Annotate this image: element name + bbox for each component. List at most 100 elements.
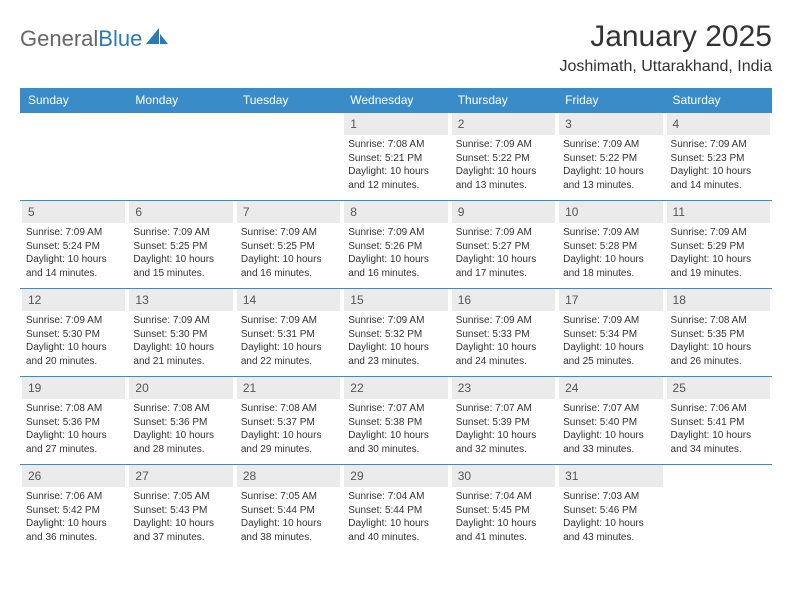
weekday-header: Monday — [127, 88, 234, 113]
weekday-header: Thursday — [450, 88, 557, 113]
weekday-row: Sunday Monday Tuesday Wednesday Thursday… — [20, 88, 772, 113]
daylight-text: Daylight: 10 hours and 15 minutes. — [133, 253, 228, 280]
sunrise-text: Sunrise: 7:09 AM — [456, 226, 551, 240]
day-number: 13 — [129, 289, 232, 311]
sunset-text: Sunset: 5:39 PM — [456, 416, 551, 430]
day-cell: 7Sunrise: 7:09 AMSunset: 5:25 PMDaylight… — [235, 201, 342, 289]
day-cell: 16Sunrise: 7:09 AMSunset: 5:33 PMDayligh… — [450, 289, 557, 377]
sunrise-text: Sunrise: 7:04 AM — [456, 490, 551, 504]
sunset-text: Sunset: 5:25 PM — [241, 240, 336, 254]
sunset-text: Sunset: 5:41 PM — [671, 416, 766, 430]
sunset-text: Sunset: 5:28 PM — [563, 240, 658, 254]
day-number: 22 — [344, 377, 447, 399]
sunrise-text: Sunrise: 7:09 AM — [348, 226, 443, 240]
sunrise-text: Sunrise: 7:08 AM — [241, 402, 336, 416]
day-number: 3 — [559, 113, 662, 135]
day-cell: 19Sunrise: 7:08 AMSunset: 5:36 PMDayligh… — [20, 377, 127, 465]
sunset-text: Sunset: 5:34 PM — [563, 328, 658, 342]
day-number: 19 — [22, 377, 125, 399]
daylight-text: Daylight: 10 hours and 26 minutes. — [671, 341, 766, 368]
day-number: 28 — [237, 465, 340, 487]
sunrise-text: Sunrise: 7:09 AM — [348, 314, 443, 328]
day-cell — [127, 113, 234, 201]
sunset-text: Sunset: 5:24 PM — [26, 240, 121, 254]
logo-text-blue: Blue — [98, 26, 142, 52]
day-cell — [235, 113, 342, 201]
sunset-text: Sunset: 5:30 PM — [26, 328, 121, 342]
sunset-text: Sunset: 5:22 PM — [563, 152, 658, 166]
sunset-text: Sunset: 5:36 PM — [26, 416, 121, 430]
sunset-text: Sunset: 5:38 PM — [348, 416, 443, 430]
sunrise-text: Sunrise: 7:08 AM — [133, 402, 228, 416]
sunset-text: Sunset: 5:36 PM — [133, 416, 228, 430]
day-details: Sunrise: 7:08 AMSunset: 5:35 PMDaylight:… — [667, 314, 770, 368]
sunrise-text: Sunrise: 7:05 AM — [133, 490, 228, 504]
sunset-text: Sunset: 5:43 PM — [133, 504, 228, 518]
week-row: 12Sunrise: 7:09 AMSunset: 5:30 PMDayligh… — [20, 289, 772, 377]
daylight-text: Daylight: 10 hours and 32 minutes. — [456, 429, 551, 456]
daylight-text: Daylight: 10 hours and 27 minutes. — [26, 429, 121, 456]
day-details: Sunrise: 7:09 AMSunset: 5:23 PMDaylight:… — [667, 138, 770, 192]
day-number: 15 — [344, 289, 447, 311]
day-number: 16 — [452, 289, 555, 311]
day-details: Sunrise: 7:09 AMSunset: 5:28 PMDaylight:… — [559, 226, 662, 280]
month-title: January 2025 — [559, 20, 772, 54]
sunrise-text: Sunrise: 7:09 AM — [563, 314, 658, 328]
daylight-text: Daylight: 10 hours and 34 minutes. — [671, 429, 766, 456]
day-cell: 13Sunrise: 7:09 AMSunset: 5:30 PMDayligh… — [127, 289, 234, 377]
sunrise-text: Sunrise: 7:06 AM — [26, 490, 121, 504]
day-number: 6 — [129, 201, 232, 223]
day-number: 18 — [667, 289, 770, 311]
day-details: Sunrise: 7:04 AMSunset: 5:45 PMDaylight:… — [452, 490, 555, 544]
day-cell — [20, 113, 127, 201]
sunrise-text: Sunrise: 7:04 AM — [348, 490, 443, 504]
day-details: Sunrise: 7:07 AMSunset: 5:40 PMDaylight:… — [559, 402, 662, 456]
day-number: 7 — [237, 201, 340, 223]
sunrise-text: Sunrise: 7:09 AM — [241, 314, 336, 328]
daylight-text: Daylight: 10 hours and 21 minutes. — [133, 341, 228, 368]
sunset-text: Sunset: 5:42 PM — [26, 504, 121, 518]
sunset-text: Sunset: 5:44 PM — [348, 504, 443, 518]
daylight-text: Daylight: 10 hours and 37 minutes. — [133, 517, 228, 544]
day-cell: 15Sunrise: 7:09 AMSunset: 5:32 PMDayligh… — [342, 289, 449, 377]
daylight-text: Daylight: 10 hours and 36 minutes. — [26, 517, 121, 544]
day-cell: 11Sunrise: 7:09 AMSunset: 5:29 PMDayligh… — [665, 201, 772, 289]
day-details: Sunrise: 7:06 AMSunset: 5:41 PMDaylight:… — [667, 402, 770, 456]
header: GeneralBlue January 2025 Joshimath, Utta… — [20, 20, 772, 76]
day-number: 9 — [452, 201, 555, 223]
daylight-text: Daylight: 10 hours and 38 minutes. — [241, 517, 336, 544]
sunrise-text: Sunrise: 7:03 AM — [563, 490, 658, 504]
daylight-text: Daylight: 10 hours and 16 minutes. — [348, 253, 443, 280]
day-details: Sunrise: 7:06 AMSunset: 5:42 PMDaylight:… — [22, 490, 125, 544]
day-cell: 21Sunrise: 7:08 AMSunset: 5:37 PMDayligh… — [235, 377, 342, 465]
sunrise-text: Sunrise: 7:09 AM — [671, 138, 766, 152]
daylight-text: Daylight: 10 hours and 14 minutes. — [671, 165, 766, 192]
day-cell: 29Sunrise: 7:04 AMSunset: 5:44 PMDayligh… — [342, 465, 449, 553]
day-cell: 5Sunrise: 7:09 AMSunset: 5:24 PMDaylight… — [20, 201, 127, 289]
day-details: Sunrise: 7:09 AMSunset: 5:34 PMDaylight:… — [559, 314, 662, 368]
day-cell: 24 Sunrise: 7:07 AMSunset: 5:40 PMDayligh… — [557, 377, 664, 465]
sunset-text: Sunset: 5:37 PM — [241, 416, 336, 430]
weekday-header: Friday — [557, 88, 664, 113]
day-cell: 3 Sunrise: 7:09 AMSunset: 5:22 PMDaylight… — [557, 113, 664, 201]
day-cell: 17 Sunrise: 7:09 AMSunset: 5:34 PMDayligh… — [557, 289, 664, 377]
day-details: Sunrise: 7:07 AMSunset: 5:39 PMDaylight:… — [452, 402, 555, 456]
day-cell: 20Sunrise: 7:08 AMSunset: 5:36 PMDayligh… — [127, 377, 234, 465]
sunrise-text: Sunrise: 7:09 AM — [671, 226, 766, 240]
day-number: 24 — [559, 377, 662, 399]
day-cell: 28Sunrise: 7:05 AMSunset: 5:44 PMDayligh… — [235, 465, 342, 553]
week-row: 5Sunrise: 7:09 AMSunset: 5:24 PMDaylight… — [20, 201, 772, 289]
day-number: 31 — [559, 465, 662, 487]
day-number: 26 — [22, 465, 125, 487]
location: Joshimath, Uttarakhand, India — [559, 58, 772, 76]
day-details: Sunrise: 7:09 AMSunset: 5:22 PMDaylight:… — [452, 138, 555, 192]
sunset-text: Sunset: 5:46 PM — [563, 504, 658, 518]
day-details: Sunrise: 7:09 AMSunset: 5:22 PMDaylight:… — [559, 138, 662, 192]
day-number: 17 — [559, 289, 662, 311]
day-number: 8 — [344, 201, 447, 223]
week-row: 26Sunrise: 7:06 AMSunset: 5:42 PMDayligh… — [20, 465, 772, 553]
day-details: Sunrise: 7:04 AMSunset: 5:44 PMDaylight:… — [344, 490, 447, 544]
sunset-text: Sunset: 5:29 PM — [671, 240, 766, 254]
day-number: 2 — [452, 113, 555, 135]
sunset-text: Sunset: 5:45 PM — [456, 504, 551, 518]
